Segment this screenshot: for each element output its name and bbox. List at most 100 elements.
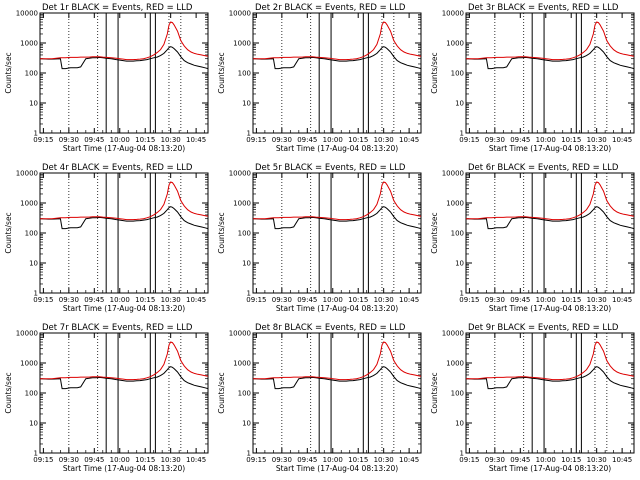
x-tick-label: 09:15 <box>459 136 479 144</box>
y-tick-label: 10000 <box>229 10 251 18</box>
x-tick-label: 09:30 <box>59 136 79 144</box>
y-tick-label: 10 <box>455 260 464 268</box>
x-tick-label: 10:45 <box>399 296 419 304</box>
x-axis-label: Start Time (17-Aug-04 08:13:20) <box>276 464 398 473</box>
y-tick-label: 10 <box>29 100 38 108</box>
y-tick-label: 10 <box>455 100 464 108</box>
x-axis-label: Start Time (17-Aug-04 08:13:20) <box>489 144 611 153</box>
panel-title: Det 9r BLACK = Events, RED = LLD <box>468 323 619 333</box>
x-axis-label: Start Time (17-Aug-04 08:13:20) <box>489 304 611 313</box>
panel-det-1r: Det 1r BLACK = Events, RED = LLD 1 10 100 10… <box>4 3 209 153</box>
x-tick-label: 10:30 <box>161 296 181 304</box>
x-tick-label: 09:30 <box>485 136 505 144</box>
x-tick-label: 10:45 <box>186 136 206 144</box>
x-tick-label: 10:30 <box>374 296 394 304</box>
x-tick-label: 09:15 <box>459 296 479 304</box>
x-tick-label: 10:00 <box>110 296 130 304</box>
y-tick-label: 1000 <box>446 360 464 368</box>
x-axis-label: Start Time (17-Aug-04 08:13:20) <box>276 144 398 153</box>
x-tick-label: 09:30 <box>485 456 505 464</box>
x-tick-label: 09:45 <box>84 136 104 144</box>
panel-title: Det 2r BLACK = Events, RED = LLD <box>255 3 406 13</box>
x-tick-label: 10:45 <box>612 296 632 304</box>
plot-frame <box>39 172 209 294</box>
y-tick-label: 1000 <box>233 40 251 48</box>
y-axis-label: Counts/sec <box>430 212 439 253</box>
events-series-line <box>252 366 422 390</box>
x-tick-label: 10:00 <box>536 296 556 304</box>
y-tick-label: 10 <box>242 100 251 108</box>
x-tick-label: 10:00 <box>536 456 556 464</box>
y-tick-label: 10 <box>29 420 38 428</box>
x-tick-label: 09:30 <box>272 456 292 464</box>
panel-title: Det 4r BLACK = Events, RED = LLD <box>42 163 193 173</box>
x-tick-label: 10:00 <box>110 456 130 464</box>
x-tick-label: 10:45 <box>186 456 206 464</box>
y-tick-label: 100 <box>25 70 38 78</box>
panel-det-6r: Det 6r BLACK = Events, RED = LLD 1 10 100 10… <box>430 163 635 313</box>
y-tick-label: 10000 <box>16 10 38 18</box>
plot-frame <box>465 172 635 294</box>
panel-title: Det 5r BLACK = Events, RED = LLD <box>255 163 406 173</box>
y-tick-label: 10 <box>242 260 251 268</box>
x-axis-label: Start Time (17-Aug-04 08:13:20) <box>63 144 185 153</box>
x-tick-label: 09:30 <box>485 296 505 304</box>
x-tick-label: 10:15 <box>135 136 155 144</box>
y-tick-label: 1000 <box>233 360 251 368</box>
panel-det-2r: Det 2r BLACK = Events, RED = LLD 1 10 100 10… <box>217 3 422 153</box>
panel-title: Det 6r BLACK = Events, RED = LLD <box>468 163 619 173</box>
y-tick-label: 100 <box>25 390 38 398</box>
x-tick-label: 10:45 <box>399 136 419 144</box>
x-tick-label: 10:15 <box>135 296 155 304</box>
x-axis-label: Start Time (17-Aug-04 08:13:20) <box>489 464 611 473</box>
y-tick-label: 100 <box>451 390 464 398</box>
x-tick-label: 09:30 <box>59 456 79 464</box>
x-tick-label: 10:30 <box>161 456 181 464</box>
plot-frame <box>39 12 209 134</box>
x-tick-label: 09:15 <box>33 456 53 464</box>
y-tick-label: 1 <box>34 130 38 138</box>
y-axis-label: Counts/sec <box>430 52 439 93</box>
y-tick-label: 1 <box>34 290 38 298</box>
plot-frame <box>252 12 422 134</box>
panel-det-3r: Det 3r BLACK = Events, RED = LLD 1 10 100 10… <box>430 3 635 153</box>
x-tick-label: 09:45 <box>510 136 530 144</box>
x-tick-label: 09:45 <box>510 296 530 304</box>
x-tick-label: 10:30 <box>374 456 394 464</box>
y-tick-label: 10 <box>242 420 251 428</box>
events-series-line <box>465 206 635 230</box>
x-tick-label: 10:00 <box>536 136 556 144</box>
y-tick-label: 10000 <box>229 330 251 338</box>
y-tick-label: 100 <box>451 230 464 238</box>
y-tick-label: 100 <box>25 230 38 238</box>
y-tick-label: 1 <box>247 130 251 138</box>
lld-series-line <box>466 181 635 221</box>
panel-title: Det 3r BLACK = Events, RED = LLD <box>468 3 619 13</box>
x-axis-label: Start Time (17-Aug-04 08:13:20) <box>63 464 185 473</box>
x-tick-label: 10:15 <box>561 296 581 304</box>
x-tick-label: 09:15 <box>246 456 266 464</box>
events-series-line <box>465 366 635 390</box>
x-tick-label: 10:45 <box>612 456 632 464</box>
y-tick-label: 100 <box>238 390 251 398</box>
x-tick-label: 09:15 <box>246 136 266 144</box>
events-series-line <box>39 206 209 230</box>
panel-title: Det 8r BLACK = Events, RED = LLD <box>255 323 406 333</box>
x-tick-label: 09:45 <box>297 456 317 464</box>
lld-series-line <box>253 21 422 61</box>
y-axis-label: Counts/sec <box>4 372 13 413</box>
plot-frame <box>252 332 422 454</box>
x-axis-label: Start Time (17-Aug-04 08:13:20) <box>63 304 185 313</box>
x-tick-label: 10:45 <box>399 456 419 464</box>
x-tick-label: 10:15 <box>348 136 368 144</box>
lld-series-line <box>466 341 635 381</box>
y-tick-label: 10000 <box>16 330 38 338</box>
y-tick-label: 1000 <box>20 200 38 208</box>
lld-series-line <box>253 341 422 381</box>
events-series-line <box>39 46 209 70</box>
y-axis-label: Counts/sec <box>217 52 226 93</box>
x-tick-label: 09:45 <box>510 456 530 464</box>
y-tick-label: 10000 <box>229 170 251 178</box>
x-axis-label: Start Time (17-Aug-04 08:13:20) <box>276 304 398 313</box>
